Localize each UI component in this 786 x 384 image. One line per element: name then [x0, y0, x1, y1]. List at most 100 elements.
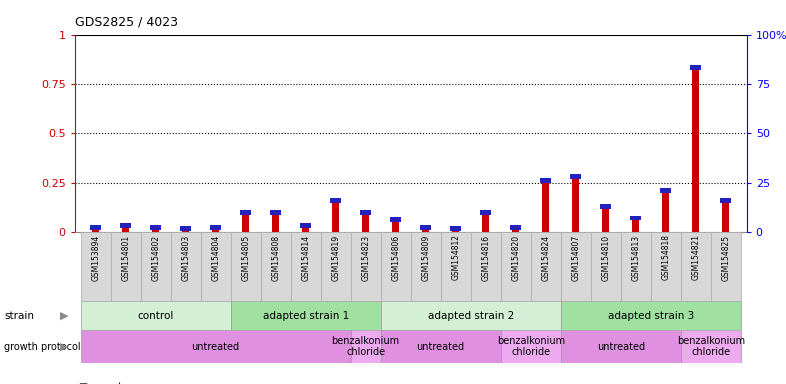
- Bar: [422, 230, 429, 232]
- Bar: [332, 203, 340, 232]
- Bar: [542, 183, 549, 232]
- Bar: [300, 223, 311, 228]
- Text: benzalkonium
chloride: benzalkonium chloride: [332, 336, 400, 358]
- FancyBboxPatch shape: [321, 232, 351, 301]
- Bar: [150, 225, 161, 230]
- Text: benzalkonium
chloride: benzalkonium chloride: [677, 336, 745, 358]
- Text: benzalkonium
chloride: benzalkonium chloride: [497, 336, 565, 358]
- FancyBboxPatch shape: [81, 232, 111, 301]
- FancyBboxPatch shape: [111, 232, 141, 301]
- Bar: [330, 198, 341, 203]
- FancyBboxPatch shape: [141, 232, 171, 301]
- Text: GSM154810: GSM154810: [601, 234, 610, 281]
- FancyBboxPatch shape: [591, 232, 621, 301]
- FancyBboxPatch shape: [560, 232, 591, 301]
- Bar: [120, 223, 131, 228]
- Text: GSM154816: GSM154816: [481, 234, 490, 281]
- FancyBboxPatch shape: [380, 232, 410, 301]
- FancyBboxPatch shape: [651, 232, 681, 301]
- FancyBboxPatch shape: [291, 232, 321, 301]
- Bar: [602, 209, 609, 232]
- FancyBboxPatch shape: [501, 330, 560, 363]
- Bar: [122, 228, 130, 232]
- FancyBboxPatch shape: [200, 232, 230, 301]
- Bar: [212, 230, 219, 232]
- FancyBboxPatch shape: [380, 301, 560, 330]
- Bar: [660, 188, 671, 193]
- FancyBboxPatch shape: [681, 330, 740, 363]
- Bar: [692, 70, 700, 232]
- FancyBboxPatch shape: [560, 330, 681, 363]
- Bar: [182, 231, 189, 232]
- Bar: [480, 210, 491, 215]
- Bar: [361, 210, 371, 215]
- Bar: [482, 215, 490, 232]
- FancyBboxPatch shape: [351, 232, 380, 301]
- FancyBboxPatch shape: [230, 301, 380, 330]
- FancyBboxPatch shape: [171, 232, 200, 301]
- Text: GSM154825: GSM154825: [722, 234, 730, 281]
- Bar: [722, 203, 729, 232]
- Bar: [662, 193, 670, 232]
- Bar: [181, 227, 191, 231]
- Bar: [450, 227, 461, 231]
- Text: adapted strain 3: adapted strain 3: [608, 311, 694, 321]
- Text: GSM154802: GSM154802: [151, 234, 160, 281]
- FancyBboxPatch shape: [560, 301, 740, 330]
- Text: untreated: untreated: [597, 341, 645, 352]
- Text: GSM154801: GSM154801: [121, 234, 130, 281]
- FancyBboxPatch shape: [501, 232, 531, 301]
- FancyBboxPatch shape: [230, 232, 261, 301]
- Text: untreated: untreated: [192, 341, 240, 352]
- FancyBboxPatch shape: [81, 301, 230, 330]
- FancyBboxPatch shape: [531, 232, 560, 301]
- Bar: [421, 225, 431, 230]
- Text: GSM154808: GSM154808: [271, 234, 280, 281]
- Bar: [211, 225, 221, 230]
- Bar: [152, 230, 160, 232]
- FancyBboxPatch shape: [681, 232, 711, 301]
- Bar: [512, 230, 520, 232]
- Bar: [690, 65, 701, 70]
- Bar: [241, 210, 251, 215]
- Bar: [632, 220, 640, 232]
- Text: GSM154819: GSM154819: [331, 234, 340, 281]
- Bar: [90, 225, 101, 230]
- FancyBboxPatch shape: [261, 232, 291, 301]
- Text: GSM154804: GSM154804: [211, 234, 220, 281]
- Bar: [362, 215, 369, 232]
- Bar: [572, 179, 579, 232]
- Text: GSM154823: GSM154823: [362, 234, 370, 281]
- Text: ▶: ▶: [61, 341, 68, 352]
- Bar: [630, 215, 641, 220]
- Bar: [92, 230, 99, 232]
- Bar: [452, 231, 460, 232]
- Text: GSM154821: GSM154821: [691, 234, 700, 280]
- Text: GSM154803: GSM154803: [182, 234, 190, 281]
- Text: untreated: untreated: [417, 341, 465, 352]
- Bar: [302, 228, 310, 232]
- Text: GSM154806: GSM154806: [391, 234, 400, 281]
- Text: adapted strain 1: adapted strain 1: [263, 311, 349, 321]
- FancyBboxPatch shape: [621, 232, 651, 301]
- Bar: [272, 215, 280, 232]
- Text: ■  count
■  percentile rank within the sample: ■ count ■ percentile rank within the sam…: [79, 382, 259, 384]
- Text: strain: strain: [4, 311, 34, 321]
- FancyBboxPatch shape: [380, 330, 501, 363]
- FancyBboxPatch shape: [711, 232, 740, 301]
- Text: GDS2825 / 4023: GDS2825 / 4023: [75, 15, 178, 28]
- Text: GSM154820: GSM154820: [511, 234, 520, 281]
- Bar: [242, 215, 249, 232]
- FancyBboxPatch shape: [351, 330, 380, 363]
- Text: control: control: [138, 311, 174, 321]
- Bar: [571, 174, 581, 179]
- Text: GSM154809: GSM154809: [421, 234, 430, 281]
- Text: growth protocol: growth protocol: [4, 341, 80, 352]
- Text: GSM154805: GSM154805: [241, 234, 250, 281]
- FancyBboxPatch shape: [441, 232, 471, 301]
- Bar: [721, 198, 731, 203]
- Bar: [601, 204, 611, 209]
- Bar: [541, 178, 551, 183]
- Text: GSM154824: GSM154824: [542, 234, 550, 281]
- FancyBboxPatch shape: [81, 330, 351, 363]
